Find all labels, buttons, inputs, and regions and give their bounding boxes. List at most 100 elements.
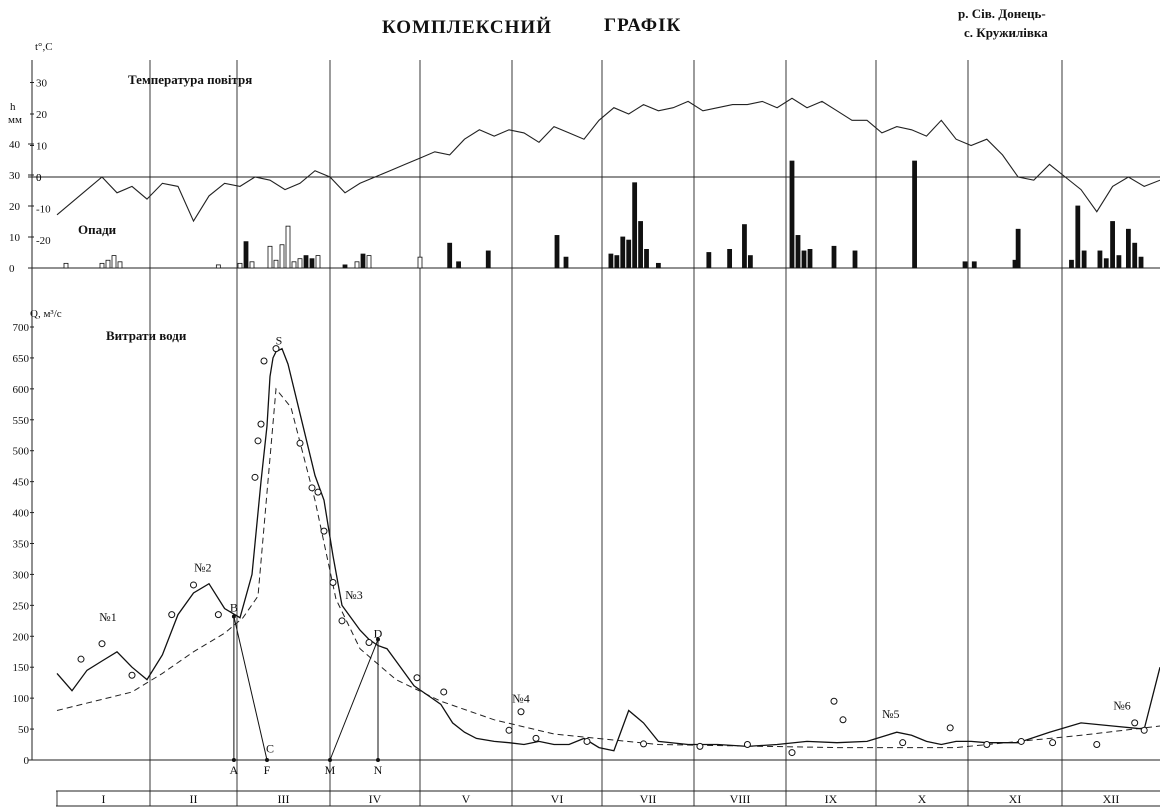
point-letter-label: F — [264, 763, 271, 777]
point-letter-label: M — [325, 763, 336, 777]
month-label: VIII — [730, 792, 751, 806]
rain-bar — [342, 264, 348, 269]
temp-neg-tick-label: -20 — [36, 235, 51, 247]
rain-bar — [789, 160, 795, 269]
point-letter-label: A — [230, 763, 239, 777]
q-tick-label: 50 — [18, 724, 30, 736]
temp-tick-label: 20 — [36, 109, 48, 121]
snow-bar — [315, 255, 321, 269]
rain-bar — [1075, 205, 1081, 269]
construction-point — [231, 758, 236, 762]
rain-bar — [727, 248, 733, 269]
month-label: VI — [551, 792, 564, 806]
month-label: VII — [640, 792, 657, 806]
rain-bar — [1132, 242, 1138, 269]
q-tick-label: 100 — [13, 693, 30, 705]
observed-point — [899, 739, 907, 747]
q-tick-label: 300 — [13, 569, 30, 581]
temp-neg-tick-label: -10 — [36, 204, 51, 216]
observed-point — [413, 674, 421, 682]
temp-neg-tick-label: 0 — [36, 172, 42, 184]
snow-bar — [63, 262, 69, 269]
observed-point — [168, 611, 176, 619]
snow-bar — [354, 261, 360, 269]
event-label: №2 — [194, 560, 211, 574]
snow-bar — [105, 259, 111, 269]
rain-bar — [962, 261, 968, 269]
precip-tick-label: 10 — [9, 232, 21, 244]
observed-point — [946, 724, 954, 732]
point-letter-label: S — [276, 333, 283, 347]
rain-bar — [614, 255, 620, 269]
construction-point — [376, 637, 380, 642]
event-label: №5 — [882, 707, 899, 721]
observed-point — [839, 716, 847, 724]
point-letter-label: N — [374, 763, 383, 777]
baseflow-line — [56, 387, 1160, 749]
rain-bar — [1103, 258, 1109, 269]
temp-axis-label: t°,C — [35, 41, 53, 53]
point-letter-label: C — [266, 742, 274, 756]
snow-bar — [267, 245, 273, 269]
temperature-line — [56, 97, 1160, 223]
observed-point — [640, 740, 648, 748]
observed-point — [190, 581, 197, 589]
title-left: КОМПЛЕКСНИЙ — [382, 16, 552, 38]
rain-bar — [243, 241, 249, 269]
observed-point — [77, 655, 85, 663]
discharge-line — [56, 347, 1160, 752]
rain-bar — [485, 250, 491, 269]
rain-bar — [447, 242, 453, 269]
precip-tick-label: 0 — [9, 263, 15, 275]
rain-bar — [620, 236, 626, 269]
rain-bar — [747, 255, 753, 269]
month-label: IX — [825, 792, 838, 806]
observed-point — [1093, 741, 1101, 749]
month-label: XII — [1103, 792, 1120, 806]
observed-point — [296, 439, 304, 447]
month-label: X — [918, 792, 927, 806]
observed-point — [1049, 739, 1057, 747]
temp-tick-label: 0 — [36, 172, 42, 184]
rain-bar — [1069, 259, 1074, 269]
month-label: III — [278, 792, 290, 806]
point-letter-label: B — [230, 601, 238, 615]
observed-point — [743, 741, 751, 749]
observed-point — [1140, 726, 1148, 734]
observed-point — [338, 617, 346, 625]
q-tick-label: 200 — [13, 631, 30, 643]
snow-bar — [237, 262, 243, 269]
snow-bar — [249, 261, 255, 269]
rain-bar — [644, 248, 649, 269]
precip-axis-label-mm: мм — [8, 114, 22, 126]
q-tick-label: 250 — [13, 600, 30, 612]
rain-bar — [971, 261, 977, 269]
snow-bar — [291, 261, 297, 269]
event-label: №4 — [512, 691, 529, 705]
observed-point — [128, 671, 136, 679]
observed-point — [214, 611, 222, 619]
rain-bar — [626, 239, 632, 269]
month-label: I — [102, 792, 106, 806]
q-tick-label: 650 — [13, 353, 30, 365]
q-tick-label: 700 — [13, 322, 30, 334]
rain-bar — [309, 258, 315, 269]
rain-bar — [608, 253, 614, 269]
observed-point — [696, 742, 704, 750]
observed-point — [272, 345, 280, 353]
rain-bar — [563, 256, 569, 269]
axis-ticks: 30201004030201000-10-2070065060055050045… — [9, 78, 51, 768]
observed-point — [440, 688, 448, 696]
observed-point — [532, 734, 540, 742]
observed-point — [1017, 737, 1025, 745]
month-label: V — [462, 792, 471, 806]
precip-tick-label: 20 — [9, 201, 21, 213]
observed-point — [98, 640, 106, 648]
discharge-label: Витрати води — [106, 328, 187, 343]
precipitation-bars — [63, 160, 1144, 269]
q-tick-label: 400 — [13, 508, 30, 520]
snow-bar — [285, 225, 291, 269]
rain-bar — [1116, 255, 1122, 269]
rain-bar — [1015, 228, 1021, 269]
